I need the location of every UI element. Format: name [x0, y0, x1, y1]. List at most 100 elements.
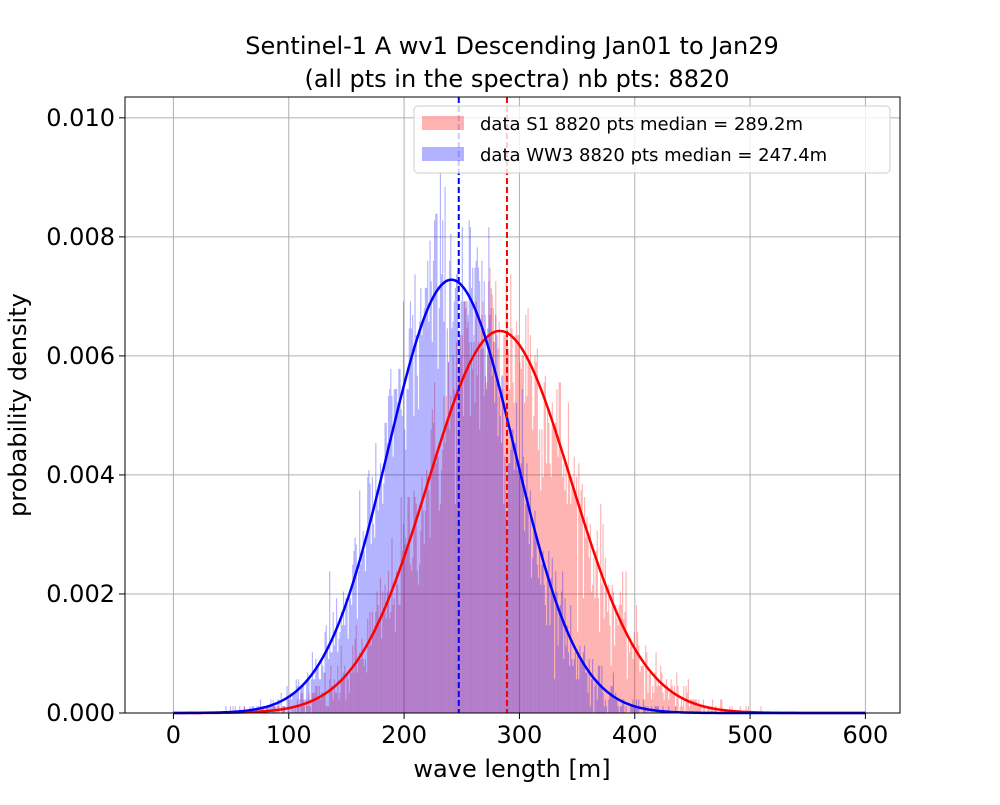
histogram-bar: [393, 389, 395, 713]
histogram-bar: [554, 429, 556, 713]
histogram-bar: [359, 490, 361, 713]
histogram-bar: [601, 584, 603, 713]
histogram-bar: [304, 699, 307, 713]
histogram-bar: [630, 706, 632, 713]
histogram-bar: [477, 267, 480, 713]
histogram-bar: [408, 328, 410, 713]
histogram-bar: [440, 470, 443, 713]
histogram-bar: [573, 659, 575, 713]
histogram-bar: [645, 645, 647, 713]
histogram-bar: [339, 632, 341, 713]
histogram-bar: [450, 233, 452, 713]
histogram-bar: [483, 281, 485, 713]
histogram-bar: [680, 699, 683, 713]
histogram-bar: [622, 699, 624, 713]
histogram-bar: [331, 686, 333, 713]
histogram-bar: [428, 490, 430, 713]
histogram-bar: [548, 422, 550, 713]
histogram-bar: [610, 686, 612, 713]
histogram-bar: [514, 335, 516, 713]
histogram-bar: [447, 362, 450, 713]
histogram-bar: [586, 517, 588, 713]
histogram-bar: [355, 544, 357, 713]
histogram-bar: [372, 632, 375, 713]
histogram-bar: [527, 308, 529, 713]
histogram-bar: [394, 632, 397, 713]
histogram-bar: [555, 422, 557, 713]
histogram-bar: [375, 611, 377, 713]
histogram-bar: [567, 402, 570, 713]
histogram-bar: [449, 429, 451, 713]
histogram-bar: [560, 591, 563, 713]
histogram-bar: [474, 402, 476, 713]
histogram-bar: [584, 497, 586, 713]
histogram-bar: [475, 260, 477, 713]
histogram-bar: [354, 638, 356, 713]
legend: data S1 8820 pts median = 289.2m data WW…: [413, 105, 891, 174]
legend-label-s1: data S1 8820 pts median = 289.2m: [480, 114, 803, 135]
histogram-bar: [317, 665, 319, 713]
histogram-bar: [296, 686, 298, 713]
histogram-bar: [552, 422, 555, 713]
histogram-bar: [643, 699, 646, 713]
histogram-bar: [314, 692, 316, 713]
histogram-bar: [521, 389, 523, 713]
histogram-bar: [341, 679, 343, 713]
histogram-bar: [322, 665, 324, 713]
histogram-bar: [642, 699, 644, 713]
histogram-bar: [633, 632, 635, 713]
histogram-bar: [668, 706, 670, 713]
histogram-bar: [511, 429, 513, 713]
histogram-bar: [361, 638, 363, 713]
histogram-bar: [301, 686, 303, 713]
histogram-bar: [513, 470, 515, 713]
histogram-bar: [400, 497, 402, 713]
histogram-bar: [534, 510, 536, 713]
histogram-bar: [477, 341, 480, 713]
histogram-bar: [430, 429, 432, 713]
histogram-bar: [504, 456, 506, 713]
histogram-bar: [427, 476, 429, 713]
histogram-bar: [542, 476, 544, 713]
histogram-bar: [623, 618, 625, 713]
histogram-bar: [234, 706, 236, 713]
histogram-bar: [511, 328, 513, 713]
histogram-bar: [542, 551, 544, 713]
histogram-bar: [569, 665, 571, 713]
histogram-bar: [634, 706, 636, 713]
histogram-bar: [660, 665, 662, 713]
histogram-bar: [470, 341, 473, 713]
histogram-bar: [526, 463, 528, 713]
histogram-bar: [371, 611, 373, 713]
histogram-bar: [377, 510, 379, 713]
histogram-bar: [398, 368, 400, 713]
histogram-bar: [225, 706, 227, 713]
histogram-bar: [412, 557, 414, 713]
histogram-bar: [391, 395, 393, 713]
histogram-bar: [369, 483, 371, 713]
histogram-bar: [303, 706, 305, 713]
histogram-bar: [633, 706, 635, 713]
histogram-bar: [297, 679, 300, 713]
histogram-bar: [595, 551, 597, 713]
histogram-bar: [525, 314, 527, 713]
histogram-bar: [377, 605, 379, 713]
histogram-bar: [596, 699, 598, 713]
histogram-bar: [309, 706, 311, 713]
histogram-bar: [577, 632, 579, 713]
histogram-bar: [558, 611, 560, 713]
histogram-bar: [342, 591, 345, 713]
histogram-bar: [556, 591, 558, 713]
histogram-bar: [382, 591, 384, 713]
histogram-bar: [619, 591, 621, 713]
histogram-bar: [589, 524, 591, 713]
histogram-bar: [384, 584, 386, 713]
histogram-bar: [675, 706, 677, 713]
histogram-bar: [387, 395, 390, 713]
histogram-bar: [444, 443, 446, 713]
histogram-bar: [239, 706, 241, 713]
histogram-bar: [405, 449, 407, 713]
histogram-bar: [391, 537, 393, 713]
histogram-bar: [517, 335, 519, 713]
histogram-bar: [559, 605, 561, 713]
